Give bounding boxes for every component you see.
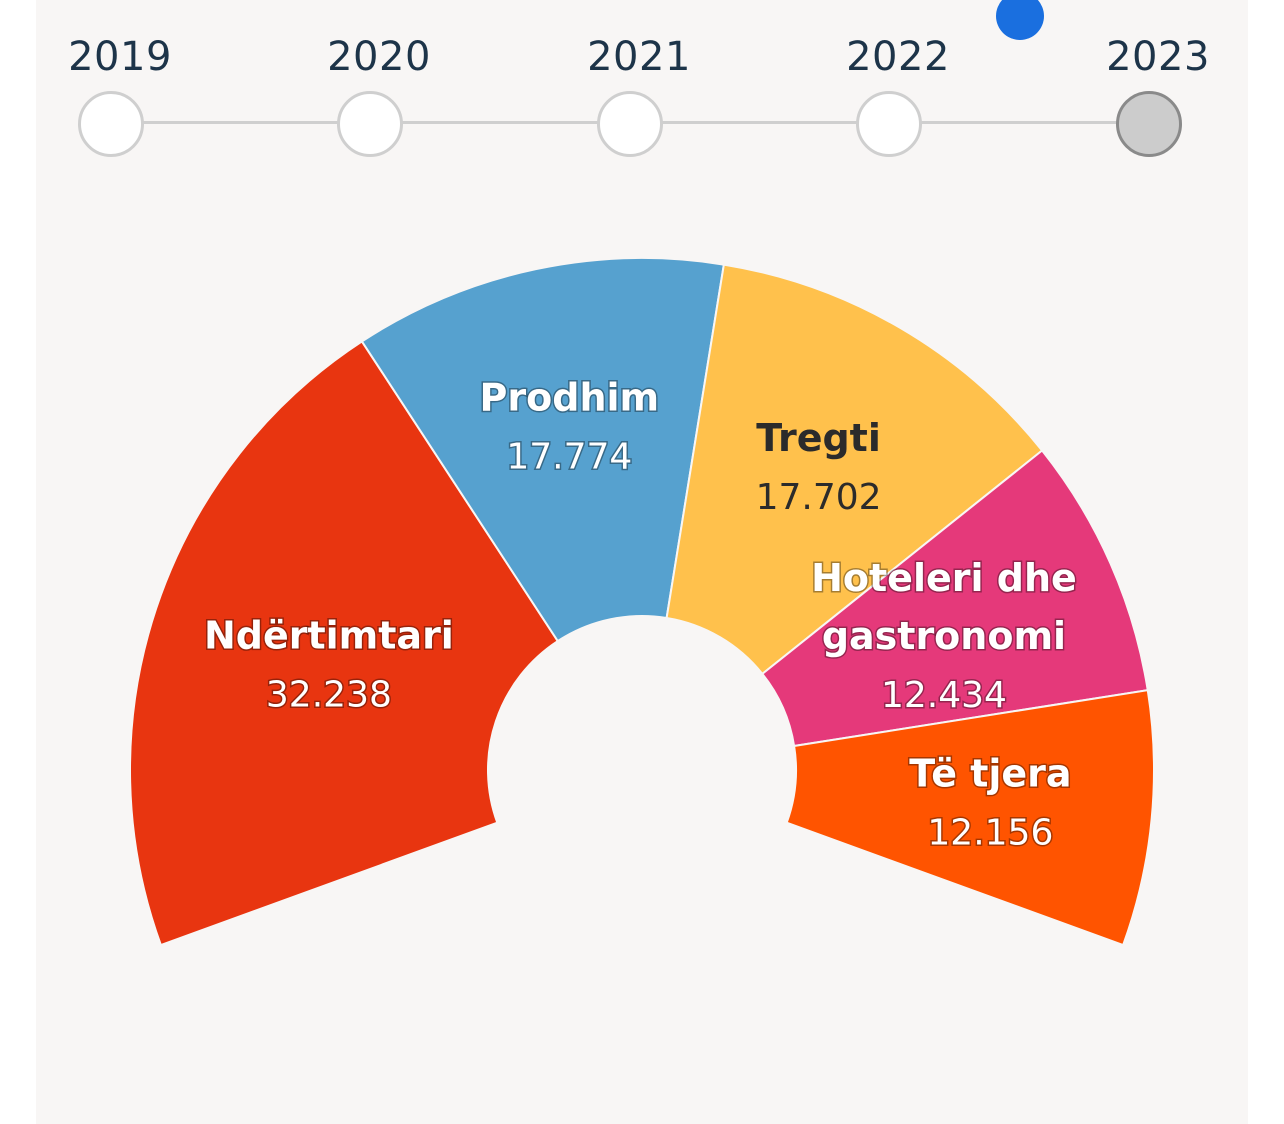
- slice-value-label: 17.702: [756, 477, 882, 518]
- slice-ndërtimtari[interactable]: [129, 340, 560, 947]
- slice-value-label: 12.434: [881, 675, 1007, 716]
- slice-label: Prodhim: [480, 376, 660, 420]
- slice-tregti[interactable]: [665, 263, 1044, 676]
- timeline-step-circle[interactable]: [78, 91, 144, 157]
- slice-prodhim[interactable]: [360, 257, 726, 643]
- timeline-year-label: 2019: [68, 34, 172, 80]
- timeline-step-circle[interactable]: [337, 91, 403, 157]
- timeline-year-label: 2022: [846, 34, 950, 80]
- slice-value-label: 12.156: [927, 813, 1053, 854]
- slice-label: Të tjera: [909, 752, 1071, 796]
- year-timeline: 2019 2020 2021 2022 2023: [0, 0, 1284, 180]
- slice-hoteleri-dhe-gastronomi[interactable]: [760, 449, 1149, 748]
- timeline-step-2019[interactable]: 2019: [40, 0, 180, 160]
- slice-label: Tregti: [756, 416, 881, 460]
- slice-të-tjera[interactable]: [785, 689, 1155, 947]
- scroll-indicator-dot[interactable]: [996, 0, 1044, 40]
- slice-label: Hoteleri dhe: [811, 556, 1077, 600]
- timeline-step-circle[interactable]: [597, 91, 663, 157]
- slice-value-label: 32.238: [266, 675, 392, 716]
- timeline-step-circle[interactable]: [856, 91, 922, 157]
- slice-label: gastronomi: [822, 614, 1066, 658]
- timeline-step-2022[interactable]: 2022: [818, 0, 958, 160]
- slice-label: Ndërtimtari: [204, 614, 454, 658]
- timeline-year-label: 2021: [587, 34, 691, 80]
- timeline-year-label: 2020: [327, 34, 431, 80]
- slice-value-label: 17.774: [506, 437, 632, 478]
- timeline-step-2020[interactable]: 2020: [299, 0, 439, 160]
- timeline-step-2021[interactable]: 2021: [559, 0, 699, 160]
- timeline-year-label: 2023: [1106, 34, 1210, 80]
- timeline-step-2023[interactable]: 2023: [1078, 0, 1218, 160]
- timeline-step-circle[interactable]: [1116, 91, 1182, 157]
